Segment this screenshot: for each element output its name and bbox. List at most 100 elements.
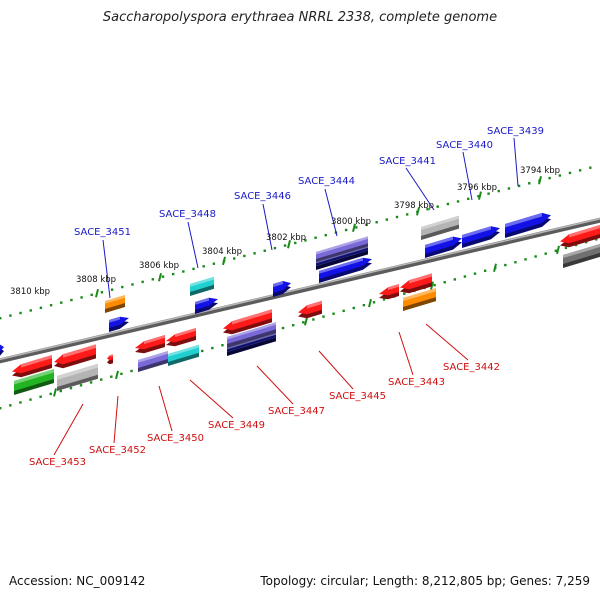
gene-highlight bbox=[195, 297, 209, 305]
gene-block-red bbox=[135, 335, 165, 354]
gene-body bbox=[319, 257, 372, 279]
gene-label: SACE_3442 bbox=[443, 362, 500, 373]
scale-dot bbox=[201, 349, 204, 353]
gene-body bbox=[425, 236, 462, 254]
gene-block-navy bbox=[227, 333, 276, 356]
gene-highlight bbox=[319, 257, 363, 274]
scale-label: 3800 kbp bbox=[331, 217, 371, 227]
scale-dot bbox=[568, 171, 572, 175]
scale-dot bbox=[436, 205, 439, 208]
scale-dot bbox=[365, 223, 368, 226]
scale-dot bbox=[487, 192, 490, 195]
scale-label: 3808 kbp bbox=[76, 275, 116, 285]
backbone-line bbox=[0, 217, 600, 364]
scale-dot bbox=[60, 301, 63, 304]
scale-dot bbox=[39, 395, 42, 398]
gene-label: SACE_3439 bbox=[487, 126, 544, 137]
leader-line bbox=[318, 350, 354, 390]
major-tick bbox=[538, 176, 542, 185]
scale-dot bbox=[372, 301, 376, 304]
gene-block-blue bbox=[319, 257, 372, 283]
scale-dot bbox=[294, 241, 297, 245]
gene-block-red bbox=[107, 354, 113, 365]
scale-dot bbox=[291, 323, 295, 327]
leader-line bbox=[256, 365, 294, 405]
scale-dot bbox=[395, 215, 399, 219]
scale-dot bbox=[281, 326, 285, 330]
scale-dot bbox=[243, 254, 246, 258]
major-tick bbox=[158, 272, 162, 282]
scale-dot bbox=[578, 169, 582, 172]
scale-dot bbox=[524, 258, 527, 261]
scale-dot bbox=[273, 246, 277, 250]
gene-highlight bbox=[109, 316, 120, 323]
scale-dot bbox=[453, 278, 457, 281]
gene-highlight bbox=[505, 212, 542, 228]
scale-dot bbox=[90, 293, 93, 297]
gene-highlight bbox=[14, 369, 54, 385]
gene-label: SACE_3450 bbox=[147, 433, 204, 444]
scale-dot bbox=[405, 213, 409, 216]
scale-dot bbox=[89, 381, 93, 384]
scale-dot bbox=[283, 244, 287, 247]
scale-dot bbox=[70, 298, 73, 302]
scale-dot bbox=[528, 182, 531, 185]
scale-dot bbox=[385, 218, 389, 221]
scale-dot bbox=[352, 306, 355, 310]
gene-highlight bbox=[316, 236, 368, 255]
gene-label: SACE_3440 bbox=[436, 140, 493, 151]
gene-block-red bbox=[400, 273, 432, 294]
scale-dot bbox=[9, 404, 12, 407]
major-tick bbox=[556, 245, 560, 255]
scale-dot bbox=[403, 292, 406, 295]
scale-label: 3796 kbp bbox=[457, 183, 497, 193]
scale-dot bbox=[564, 246, 568, 250]
scale-dot bbox=[322, 315, 325, 318]
scale-dot bbox=[544, 252, 547, 255]
scale-dot bbox=[79, 384, 83, 387]
scale-dot bbox=[130, 369, 133, 373]
gene-highlight bbox=[144, 335, 165, 345]
scale-dot bbox=[504, 263, 507, 267]
scale-dot bbox=[304, 239, 307, 242]
scale-dot bbox=[456, 200, 460, 203]
gene-shadow bbox=[316, 250, 368, 270]
scale-dot bbox=[344, 228, 348, 232]
scale-dot bbox=[182, 270, 185, 273]
label-leader-lines bbox=[53, 137, 519, 456]
scale-dot bbox=[80, 296, 83, 299]
gene-highlight bbox=[138, 351, 168, 363]
leader-line bbox=[102, 239, 111, 299]
leader-line bbox=[189, 379, 234, 419]
scale-dot bbox=[69, 386, 73, 390]
gene-highlight bbox=[175, 328, 196, 338]
gene-highlight bbox=[168, 344, 199, 357]
leader-line bbox=[425, 323, 469, 361]
gene-highlight bbox=[421, 215, 459, 231]
gene-highlight bbox=[57, 363, 98, 380]
gene-highlight bbox=[462, 226, 491, 239]
scale-label: 3798 kbp bbox=[394, 201, 434, 211]
gene-highlight bbox=[105, 295, 125, 304]
gene-block-orange bbox=[105, 295, 125, 313]
gene-block-navy bbox=[316, 246, 368, 270]
gene-block-blue bbox=[505, 212, 551, 238]
genome-summary-text: Topology: circular; Length: 8,212,805 bp… bbox=[260, 574, 590, 588]
gene-block-red bbox=[298, 300, 322, 319]
gene-block-red bbox=[379, 284, 399, 300]
gene-label: SACE_3449 bbox=[208, 420, 265, 431]
scale-dot bbox=[382, 298, 386, 301]
gene-highlight bbox=[273, 281, 283, 288]
scale-dot bbox=[151, 278, 155, 281]
gene-block-cyan bbox=[168, 344, 199, 366]
leader-line bbox=[405, 167, 435, 211]
scale-dot bbox=[375, 221, 378, 224]
gene-label: SACE_3445 bbox=[329, 391, 386, 402]
scale-dot bbox=[324, 233, 327, 237]
page-title: Saccharopolyspora erythraea NRRL 2338, c… bbox=[102, 10, 498, 25]
gene-highlight bbox=[227, 333, 276, 350]
scale-labels: 3810 kbp 3808 kbp 3806 kbp 3804 kbp 3802 kbp… bbox=[10, 166, 560, 297]
scale-dot bbox=[362, 303, 366, 307]
major-tick bbox=[287, 240, 291, 249]
scale-dot bbox=[161, 275, 165, 278]
